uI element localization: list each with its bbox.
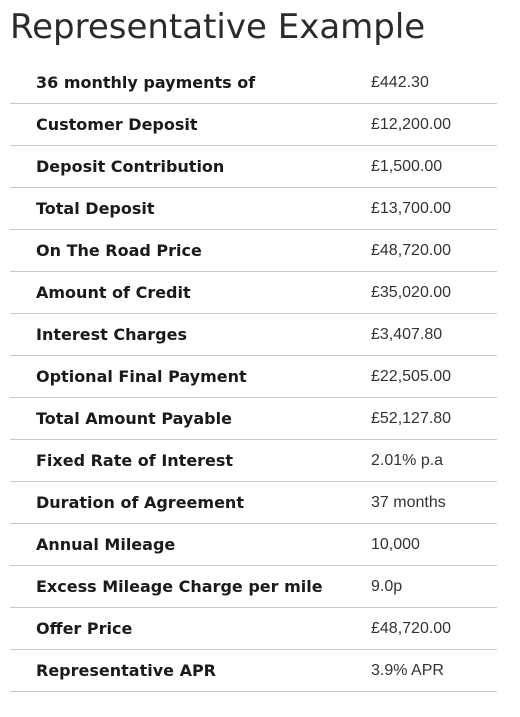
row-label: Offer Price [10, 607, 345, 650]
row-label: Annual Mileage [10, 523, 345, 566]
row-label: Optional Final Payment [10, 355, 345, 398]
row-label: Interest Charges [10, 313, 345, 356]
row-label: On The Road Price [10, 229, 345, 272]
row-value: £3,407.80 [345, 313, 497, 356]
row-value: £442.30 [345, 62, 497, 104]
row-value: £48,720.00 [345, 229, 497, 272]
row-label: Total Amount Payable [10, 397, 345, 440]
row-value: £13,700.00 [345, 187, 497, 230]
table-row-on-the-road-price: On The Road Price £48,720.00 [10, 229, 497, 272]
row-label: Excess Mileage Charge per mile [10, 565, 345, 608]
table-row-total-amount-payable: Total Amount Payable £52,127.80 [10, 397, 497, 440]
table-row-deposit-contribution: Deposit Contribution £1,500.00 [10, 145, 497, 188]
table-row-offer-price: Offer Price £48,720.00 [10, 607, 497, 650]
row-value: 37 months [345, 481, 497, 524]
row-value: £22,505.00 [345, 355, 497, 398]
row-label: Representative APR [10, 649, 345, 692]
table-row-interest-charges: Interest Charges £3,407.80 [10, 313, 497, 356]
table-row-customer-deposit: Customer Deposit £12,200.00 [10, 103, 497, 146]
row-value: 10,000 [345, 523, 497, 566]
row-label: 36 monthly payments of [10, 62, 345, 104]
row-value: £48,720.00 [345, 607, 497, 650]
row-label: Deposit Contribution [10, 145, 345, 188]
table-row-excess-mileage-charge: Excess Mileage Charge per mile 9.0p [10, 565, 497, 608]
table-row-optional-final-payment: Optional Final Payment £22,505.00 [10, 355, 497, 398]
table-row-amount-of-credit: Amount of Credit £35,020.00 [10, 271, 497, 314]
page-title: Representative Example [10, 7, 426, 47]
row-label: Amount of Credit [10, 271, 345, 314]
row-value: £35,020.00 [345, 271, 497, 314]
row-value: 3.9% APR [345, 649, 497, 692]
table-row-fixed-rate-of-interest: Fixed Rate of Interest 2.01% p.a [10, 439, 497, 482]
row-label: Duration of Agreement [10, 481, 345, 524]
finance-table: 36 monthly payments of £442.30 Customer … [10, 62, 497, 692]
table-row-annual-mileage: Annual Mileage 10,000 [10, 523, 497, 566]
row-label: Total Deposit [10, 187, 345, 230]
table-row-duration-of-agreement: Duration of Agreement 37 months [10, 481, 497, 524]
row-value: £12,200.00 [345, 103, 497, 146]
table-row-representative-apr: Representative APR 3.9% APR [10, 649, 497, 692]
row-value: £52,127.80 [345, 397, 497, 440]
row-label: Fixed Rate of Interest [10, 439, 345, 482]
table-row-monthly-payments: 36 monthly payments of £442.30 [10, 62, 497, 104]
row-value: £1,500.00 [345, 145, 497, 188]
row-label: Customer Deposit [10, 103, 345, 146]
row-value: 2.01% p.a [345, 439, 497, 482]
row-value: 9.0p [345, 565, 497, 608]
table-row-total-deposit: Total Deposit £13,700.00 [10, 187, 497, 230]
